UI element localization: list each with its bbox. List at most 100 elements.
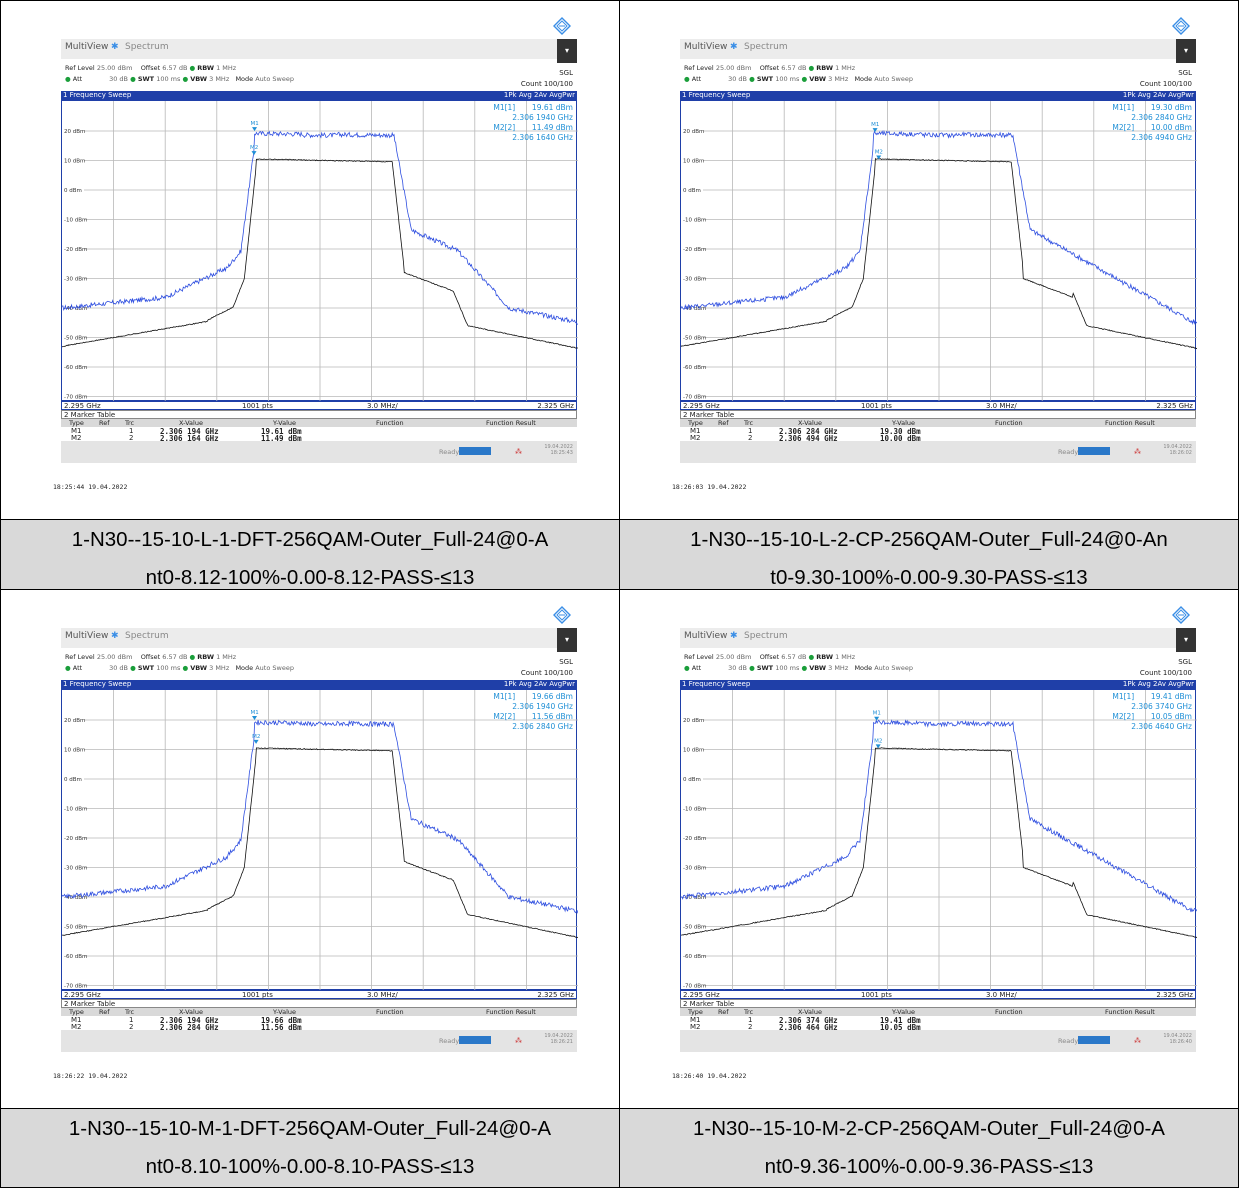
y-tick-label: 0 dBm: [683, 777, 701, 783]
test-caption: 1-N30--15-10-M-1-DFT-256QAM-Outer_Full-2…: [0, 1108, 620, 1188]
ref-level-param: Ref Level 25.00 dBm Offset 6.57 dB ● RBW…: [684, 653, 856, 661]
screenshot-cell: MultiView ✱ Spectrum ▾ Ref Level 25.00 d…: [0, 589, 620, 1109]
progress-bar: [1078, 447, 1110, 455]
close-tab-icon[interactable]: ✱: [111, 631, 119, 641]
marker2-readout: M2[2] 11.49 dBm: [493, 123, 573, 132]
y-tick-label: 10 dBm: [64, 748, 85, 754]
tab-multiview[interactable]: MultiView: [65, 631, 109, 641]
spectrum-plot[interactable]: 20 dBm 10 dBm 0 dBm -10 dBm -20 dBm -30 dBm -4…: [680, 100, 1197, 402]
marker-label: M1: [871, 122, 879, 128]
menu-button[interactable]: ▾: [1176, 39, 1196, 63]
y-tick-label: 0 dBm: [64, 188, 82, 194]
status-datetime: 19.04.2022 18:26:02: [1163, 444, 1192, 456]
test-caption: 1-N30--15-10-L-1-DFT-256QAM-Outer_Full-2…: [0, 519, 620, 599]
marker1-readout: M1[1] 19.41 dBm: [1112, 692, 1192, 701]
stop-frequency: 2.325 GHz: [1156, 402, 1193, 410]
trace-legend: 1Pk Avg 2Av AvgPwr: [1122, 680, 1194, 688]
marker1-freq: 2.306 1940 GHz: [512, 702, 573, 711]
sgl-indicator: SGL: [1178, 69, 1192, 77]
att-param: ● Att 30 dB ● SWT 100 ms ● VBW 3 MHz Mod…: [65, 75, 294, 83]
tab-bar: MultiView ✱ Spectrum: [680, 39, 1196, 59]
close-tab-icon[interactable]: ✱: [730, 631, 738, 641]
marker-label: M1: [251, 121, 259, 127]
trace-2-avg: [681, 158, 1197, 350]
y-tick-label: -60 dBm: [64, 365, 87, 371]
close-tab-icon[interactable]: ✱: [730, 42, 738, 52]
sweep-title: 1 Frequency Sweep: [682, 91, 751, 99]
spectrum-plot[interactable]: 20 dBm 10 dBm 0 dBm -10 dBm -20 dBm -30 dBm -4…: [61, 689, 578, 991]
status-datetime: 19.04.2022 18:26:21: [544, 1033, 573, 1045]
ref-level-param: Ref Level 25.00 dBm Offset 6.57 dB ● RBW…: [684, 64, 856, 72]
marker2-readout: M2[2] 10.05 dBm: [1112, 712, 1192, 721]
tab-spectrum[interactable]: Spectrum: [125, 42, 169, 52]
network-icon: ⁂: [515, 448, 522, 456]
trace-legend: 1Pk Avg 2Av AvgPwr: [503, 91, 575, 99]
spectrum-plot[interactable]: 20 dBm 10 dBm 0 dBm -10 dBm -20 dBm -30 dBm -4…: [680, 689, 1197, 991]
y-tick-label: 0 dBm: [64, 777, 82, 783]
x-axis-footer: 2.295 GHz 1001 pts 3.0 MHz/ 2.325 GHz: [61, 401, 577, 410]
tab-bar: MultiView ✱ Spectrum: [680, 628, 1196, 648]
test-caption: 1-N30--15-10-M-2-CP-256QAM-Outer_Full-24…: [619, 1108, 1239, 1188]
y-tick-label: -40 dBm: [683, 895, 706, 901]
sweep-points: 1001 pts: [242, 991, 273, 999]
y-tick-label: -50 dBm: [64, 925, 87, 931]
tab-spectrum[interactable]: Spectrum: [125, 631, 169, 641]
marker-table-row: M2 2 2.306 284 GHz 11.56 dBm: [71, 1023, 302, 1032]
marker-label: M2: [250, 145, 258, 151]
tab-multiview[interactable]: MultiView: [684, 631, 728, 641]
y-tick-label: 10 dBm: [64, 159, 85, 165]
ready-status: Ready: [439, 1037, 460, 1045]
tab-spectrum[interactable]: Spectrum: [744, 42, 788, 52]
y-tick-label: -30 dBm: [683, 277, 706, 283]
capture-timestamp: 18:26:22 19.04.2022: [53, 1072, 128, 1080]
trace-legend: 1Pk Avg 2Av AvgPwr: [1122, 91, 1194, 99]
menu-button[interactable]: ▾: [557, 39, 577, 63]
status-datetime: 19.04.2022 18:26:40: [1163, 1033, 1192, 1045]
marker-triangle-icon[interactable]: [872, 128, 878, 133]
marker1-freq: 2.306 3740 GHz: [1131, 702, 1192, 711]
menu-button[interactable]: ▾: [1176, 628, 1196, 652]
spectrum-svg: 20 dBm 10 dBm 0 dBm -10 dBm -20 dBm -30 dBm -4…: [62, 690, 578, 991]
trace-2-avg: [62, 747, 578, 938]
marker-triangle-icon[interactable]: [874, 716, 880, 721]
network-icon: ⁂: [1134, 448, 1141, 456]
marker-triangle-icon[interactable]: [251, 151, 257, 156]
marker-table-row: M1 1 2.306 374 GHz 19.41 dBm: [690, 1016, 921, 1025]
y-tick-label: -10 dBm: [683, 807, 706, 813]
tab-spectrum[interactable]: Spectrum: [744, 631, 788, 641]
tab-multiview[interactable]: MultiView: [684, 42, 728, 52]
marker-triangle-icon[interactable]: [253, 739, 259, 744]
marker-triangle-icon[interactable]: [876, 155, 882, 160]
spectrum-plot[interactable]: 20 dBm 10 dBm 0 dBm -10 dBm -20 dBm -30 dBm -4…: [61, 100, 578, 402]
y-tick-label: -70 dBm: [683, 395, 706, 401]
marker-triangle-icon[interactable]: [875, 744, 881, 749]
y-tick-label: -60 dBm: [683, 365, 706, 371]
att-param: ● Att 30 dB ● SWT 100 ms ● VBW 3 MHz Mod…: [684, 75, 913, 83]
y-tick-label: 20 dBm: [64, 129, 85, 135]
close-tab-icon[interactable]: ✱: [111, 42, 119, 52]
marker2-freq: 2.306 2840 GHz: [512, 722, 573, 731]
start-frequency: 2.295 GHz: [64, 991, 101, 999]
sweep-title: 1 Frequency Sweep: [63, 91, 132, 99]
ready-status: Ready: [439, 448, 460, 456]
tab-multiview[interactable]: MultiView: [65, 42, 109, 52]
menu-button[interactable]: ▾: [557, 628, 577, 652]
y-tick-label: -30 dBm: [64, 277, 87, 283]
network-icon: ⁂: [515, 1037, 522, 1045]
y-tick-label: -60 dBm: [683, 954, 706, 960]
spectrum-svg: 20 dBm 10 dBm 0 dBm -10 dBm -20 dBm -30 dBm -4…: [681, 690, 1197, 991]
frequency-sweep-header: 1 Frequency Sweep 1Pk Avg 2Av AvgPwr: [61, 680, 577, 689]
marker2-freq: 2.306 1640 GHz: [512, 133, 573, 142]
span-per-division: 3.0 MHz/: [367, 402, 398, 410]
analyzer-screenshot: MultiView ✱ Spectrum ▾ Ref Level 25.00 d…: [53, 17, 578, 491]
y-tick-label: 20 dBm: [64, 718, 85, 724]
tab-bar: MultiView ✱ Spectrum: [61, 628, 577, 648]
marker-table-header: Type Ref Trc X-Value Y-Value Function Fu…: [61, 1008, 577, 1016]
sweep-points: 1001 pts: [861, 402, 892, 410]
sweep-title: 1 Frequency Sweep: [63, 680, 132, 688]
marker-table-title: 2 Marker Table: [680, 999, 1196, 1008]
marker-triangle-icon[interactable]: [252, 716, 258, 721]
marker-table-row: M2 2 2.306 494 GHz 10.00 dBm: [690, 434, 921, 443]
marker-triangle-icon[interactable]: [252, 127, 258, 132]
x-axis-footer: 2.295 GHz 1001 pts 3.0 MHz/ 2.325 GHz: [61, 990, 577, 999]
